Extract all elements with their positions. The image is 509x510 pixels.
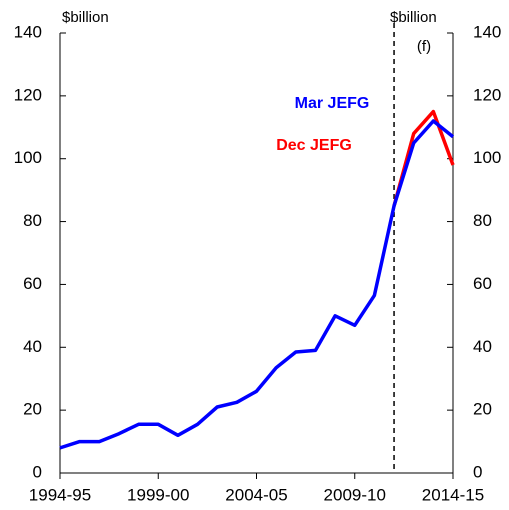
y-tick-label: 60 (23, 274, 42, 293)
y2-tick-label: 80 (473, 211, 492, 230)
y-tick-label: 140 (14, 22, 42, 41)
y2-tick-label: 0 (473, 462, 482, 481)
y2-axis-unit: $billion (390, 9, 437, 26)
y-tick-label: 100 (14, 148, 42, 167)
x-tick-label: 1994-95 (29, 485, 91, 504)
series-line (392, 109, 455, 207)
forecast-annotation: (f) (417, 38, 431, 55)
y-tick-label: 0 (33, 462, 42, 481)
legend-label: Mar JEFG (295, 95, 370, 112)
y-tick-label: 40 (23, 337, 42, 356)
x-tick-label: 1999-00 (127, 485, 189, 504)
y-axis-unit: $billion (62, 9, 109, 26)
x-tick-label: 2004-05 (225, 485, 287, 504)
x-tick-label: 2009-10 (324, 485, 386, 504)
y2-tick-label: 140 (473, 22, 501, 41)
x-tick-label: 2014-15 (422, 485, 484, 504)
legend-label: Dec JEFG (276, 137, 352, 154)
y2-tick-label: 40 (473, 337, 492, 356)
y2-tick-label: 100 (473, 148, 501, 167)
y2-tick-label: 120 (473, 85, 501, 104)
y-tick-label: 80 (23, 211, 42, 230)
y2-tick-label: 60 (473, 274, 492, 293)
series-line (59, 119, 455, 450)
y-tick-label: 20 (23, 400, 42, 419)
y-tick-label: 120 (14, 85, 42, 104)
y2-tick-label: 20 (473, 400, 492, 419)
